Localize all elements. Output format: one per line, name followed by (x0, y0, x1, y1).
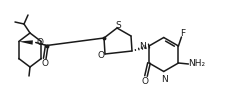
Text: O: O (142, 76, 149, 86)
Text: O: O (37, 38, 44, 47)
Text: S: S (115, 21, 121, 30)
Text: O: O (97, 50, 104, 59)
Polygon shape (19, 40, 33, 45)
Text: N: N (139, 41, 146, 50)
Text: F: F (180, 29, 185, 38)
Text: N: N (161, 75, 168, 84)
Text: O: O (41, 59, 48, 68)
Text: NH₂: NH₂ (188, 59, 205, 68)
